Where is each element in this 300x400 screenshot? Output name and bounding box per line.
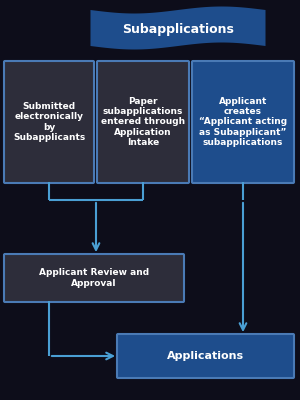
Text: Subapplications: Subapplications (122, 24, 234, 36)
FancyBboxPatch shape (192, 61, 294, 183)
FancyBboxPatch shape (117, 334, 294, 378)
Text: Applicant Review and
Approval: Applicant Review and Approval (39, 268, 149, 288)
FancyBboxPatch shape (97, 61, 189, 183)
FancyBboxPatch shape (4, 61, 94, 183)
Text: Applicant
creates
“Applicant acting
as Subapplicant”
subapplications: Applicant creates “Applicant acting as S… (199, 97, 287, 147)
Polygon shape (91, 6, 266, 50)
Text: Applications: Applications (167, 351, 244, 361)
FancyBboxPatch shape (4, 254, 184, 302)
Text: Paper
subapplications
entered through
Application
Intake: Paper subapplications entered through Ap… (101, 97, 185, 147)
Text: Submitted
electronically
by
Subapplicants: Submitted electronically by Subapplicant… (13, 102, 85, 142)
